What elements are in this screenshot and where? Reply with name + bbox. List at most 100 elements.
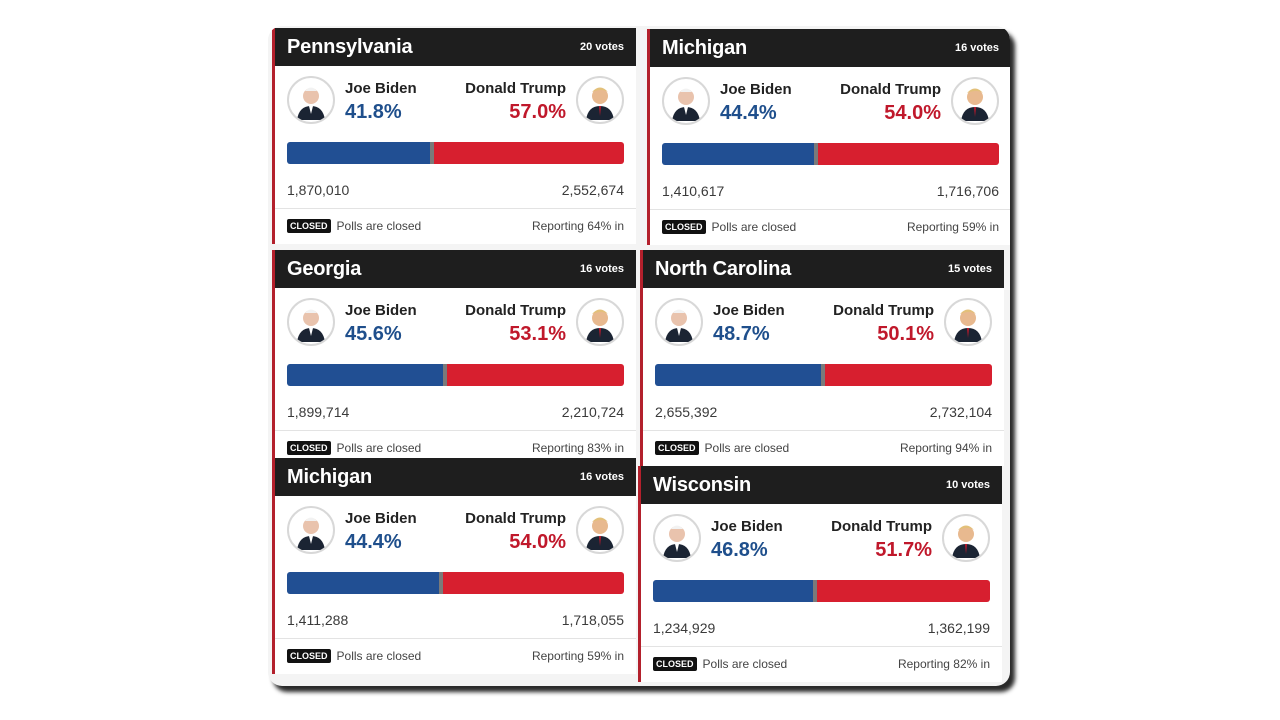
candidate-row: Joe Biden 46.8% Donald Trump 51.7%: [641, 504, 1002, 576]
biden-vote-count: 1,899,714: [287, 404, 350, 420]
biden-name: Joe Biden: [345, 510, 417, 527]
biden-name: Joe Biden: [713, 302, 785, 319]
closed-badge: CLOSED: [662, 220, 706, 234]
biden-vote-count: 1,870,010: [287, 182, 350, 198]
trump-name: Donald Trump: [840, 81, 941, 98]
trump-bar: [442, 572, 624, 594]
trump-percent: 57.0%: [509, 101, 566, 123]
trump-bar: [446, 364, 624, 386]
vote-counts: 2,655,392 2,732,104: [643, 394, 1004, 431]
state-card-georgia: Georgia 16 votes Joe Biden 45.6% Donald …: [272, 250, 636, 466]
state-card-michigan-2: Michigan 16 votes Joe Biden 44.4% Donald…: [272, 458, 636, 674]
trump-percent: 53.1%: [509, 323, 566, 345]
vote-counts: 1,899,714 2,210,724: [275, 394, 636, 431]
reporting-status: Reporting 59% in: [906, 220, 999, 234]
trump-avatar-icon: [951, 77, 999, 125]
electoral-votes: 15 votes: [947, 263, 992, 275]
trump-bar: [433, 142, 624, 164]
state-card-pennsylvania: Pennsylvania 20 votes Joe Biden 41.8% Do…: [272, 28, 636, 244]
card-footer: CLOSED Polls are closed Reporting 59% in: [650, 210, 1010, 244]
polls-status: Polls are closed: [704, 441, 790, 455]
polls-status: Polls are closed: [336, 219, 422, 233]
biden-info: Joe Biden 41.8%: [345, 80, 417, 124]
biden-bar: [655, 364, 822, 386]
card-header: Pennsylvania 20 votes: [275, 28, 636, 66]
vote-share-bar: [653, 580, 990, 602]
biden-avatar-icon: [662, 77, 710, 125]
biden-bar: [287, 142, 430, 164]
trump-vote-count: 1,362,199: [927, 620, 990, 636]
trump-avatar-icon: [576, 298, 624, 346]
trump-name: Donald Trump: [831, 518, 932, 535]
biden-info: Joe Biden 44.4%: [345, 510, 417, 554]
bar-divider: [442, 364, 447, 386]
trump-name: Donald Trump: [465, 510, 566, 527]
polls-status: Polls are closed: [711, 220, 797, 234]
trump-info: Donald Trump 50.1%: [833, 302, 934, 346]
reporting-status: Reporting 94% in: [899, 441, 992, 455]
polls-status: Polls are closed: [702, 657, 788, 671]
polls-status: Polls are closed: [336, 441, 422, 455]
biden-avatar-icon: [653, 514, 701, 562]
trump-info: Donald Trump 57.0%: [465, 80, 566, 124]
trump-info: Donald Trump 51.7%: [831, 518, 932, 562]
closed-badge: CLOSED: [287, 649, 331, 663]
electoral-votes: 10 votes: [945, 479, 990, 491]
card-header: Michigan 16 votes: [275, 458, 636, 496]
trump-percent: 54.0%: [884, 102, 941, 124]
card-header: Wisconsin 10 votes: [641, 466, 1002, 504]
reporting-status: Reporting 64% in: [531, 219, 624, 233]
polls-status: Polls are closed: [336, 649, 422, 663]
trump-percent: 50.1%: [877, 323, 934, 345]
trump-vote-count: 2,210,724: [561, 404, 624, 420]
trump-bar: [817, 143, 999, 165]
trump-vote-count: 1,718,055: [561, 612, 624, 628]
trump-info: Donald Trump 54.0%: [465, 510, 566, 554]
biden-avatar-icon: [287, 506, 335, 554]
card-footer: CLOSED Polls are closed Reporting 82% in: [641, 647, 1002, 681]
biden-bar: [662, 143, 814, 165]
reporting-status: Reporting 82% in: [897, 657, 990, 671]
card-header: North Carolina 15 votes: [643, 250, 1004, 288]
vote-bar-wrap: [650, 139, 1010, 173]
state-card-wisconsin: Wisconsin 10 votes Joe Biden 46.8% Donal…: [638, 466, 1002, 682]
vote-bar-wrap: [275, 360, 636, 394]
biden-percent: 44.4%: [720, 102, 777, 124]
vote-share-bar: [287, 572, 624, 594]
vote-share-bar: [655, 364, 992, 386]
biden-bar: [287, 364, 443, 386]
vote-counts: 1,411,288 1,718,055: [275, 602, 636, 639]
bar-divider: [429, 142, 434, 164]
state-name: Michigan: [662, 36, 748, 59]
reporting-status: Reporting 59% in: [531, 649, 624, 663]
card-footer: CLOSED Polls are closed Reporting 64% in: [275, 209, 636, 243]
trump-info: Donald Trump 53.1%: [465, 302, 566, 346]
biden-percent: 46.8%: [711, 539, 768, 561]
closed-badge: CLOSED: [287, 219, 331, 233]
biden-percent: 45.6%: [345, 323, 402, 345]
biden-bar: [653, 580, 814, 602]
card-footer: CLOSED Polls are closed Reporting 83% in: [275, 431, 636, 465]
biden-bar: [287, 572, 439, 594]
electoral-votes: 16 votes: [954, 42, 999, 54]
biden-percent: 44.4%: [345, 531, 402, 553]
electoral-votes: 16 votes: [579, 471, 624, 483]
trump-avatar-icon: [576, 506, 624, 554]
candidate-row: Joe Biden 45.6% Donald Trump 53.1%: [275, 288, 636, 360]
state-name: Wisconsin: [653, 473, 752, 496]
biden-avatar-icon: [655, 298, 703, 346]
trump-percent: 54.0%: [509, 531, 566, 553]
bar-divider: [438, 572, 443, 594]
state-name: Georgia: [287, 257, 362, 280]
trump-avatar-icon: [942, 514, 990, 562]
vote-share-bar: [287, 142, 624, 164]
biden-percent: 41.8%: [345, 101, 402, 123]
state-card-north-carolina: North Carolina 15 votes Joe Biden 48.7% …: [640, 250, 1004, 466]
trump-avatar-icon: [944, 298, 992, 346]
biden-avatar-icon: [287, 298, 335, 346]
biden-percent: 48.7%: [713, 323, 770, 345]
trump-bar: [825, 364, 992, 386]
vote-bar-wrap: [643, 360, 1004, 394]
vote-counts: 1,234,929 1,362,199: [641, 610, 1002, 647]
state-name: North Carolina: [655, 257, 792, 280]
